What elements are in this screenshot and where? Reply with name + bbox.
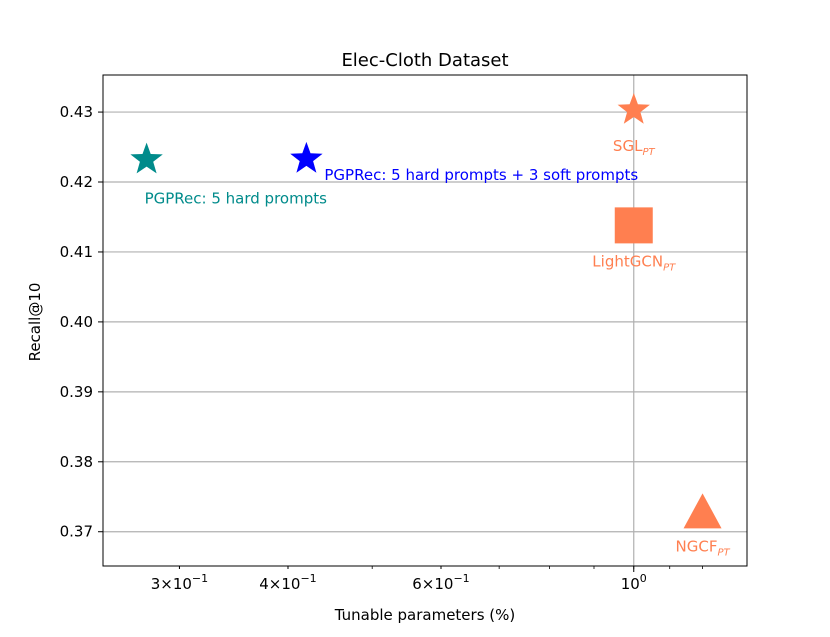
y-tick-label: 0.38	[60, 453, 93, 471]
y-axis-label: Recall@10	[26, 283, 44, 362]
triangle-marker-ngcf	[683, 493, 722, 529]
chart-title: Elec-Cloth Dataset	[341, 50, 508, 71]
square-marker-lightgcn	[614, 207, 653, 244]
x-tick-label: 3×10−1	[151, 572, 208, 593]
point-label-ngcf: NGCFPT	[676, 537, 731, 558]
x-tick-label: 4×10−1	[259, 572, 316, 593]
y-tick-label: 0.42	[60, 173, 93, 191]
y-tick-label: 0.40	[60, 313, 93, 331]
plot-area	[102, 74, 748, 567]
y-tick-label: 0.43	[60, 103, 93, 121]
y-tick-label: 0.39	[60, 383, 93, 401]
x-axis-label: Tunable parameters (%)	[334, 606, 516, 624]
x-tick-label: 6×10−1	[412, 572, 469, 593]
star-marker-pgprec-5-hard-prompts	[130, 142, 163, 174]
point-label-pgprec-5-hard-prompts-3-soft-prompts: PGPRec: 5 hard prompts + 3 soft prompts	[324, 166, 638, 184]
star-marker-sgl	[617, 93, 650, 124]
star-marker-pgprec-5-hard-prompts-3-soft-prompts	[290, 141, 323, 173]
point-label-sgl: SGLPT	[613, 137, 656, 158]
point-label-pgprec-5-hard-prompts: PGPRec: 5 hard prompts	[145, 190, 328, 208]
y-tick-label: 0.37	[60, 523, 93, 541]
y-tick-label: 0.41	[60, 243, 93, 261]
x-tick-label: 100	[621, 572, 647, 593]
grid-lines	[103, 75, 747, 566]
point-label-lightgcn: LightGCNPT	[592, 252, 676, 273]
data-points: PGPRec: 5 hard prompts PGPRec: 5 hard pro…	[130, 93, 730, 558]
